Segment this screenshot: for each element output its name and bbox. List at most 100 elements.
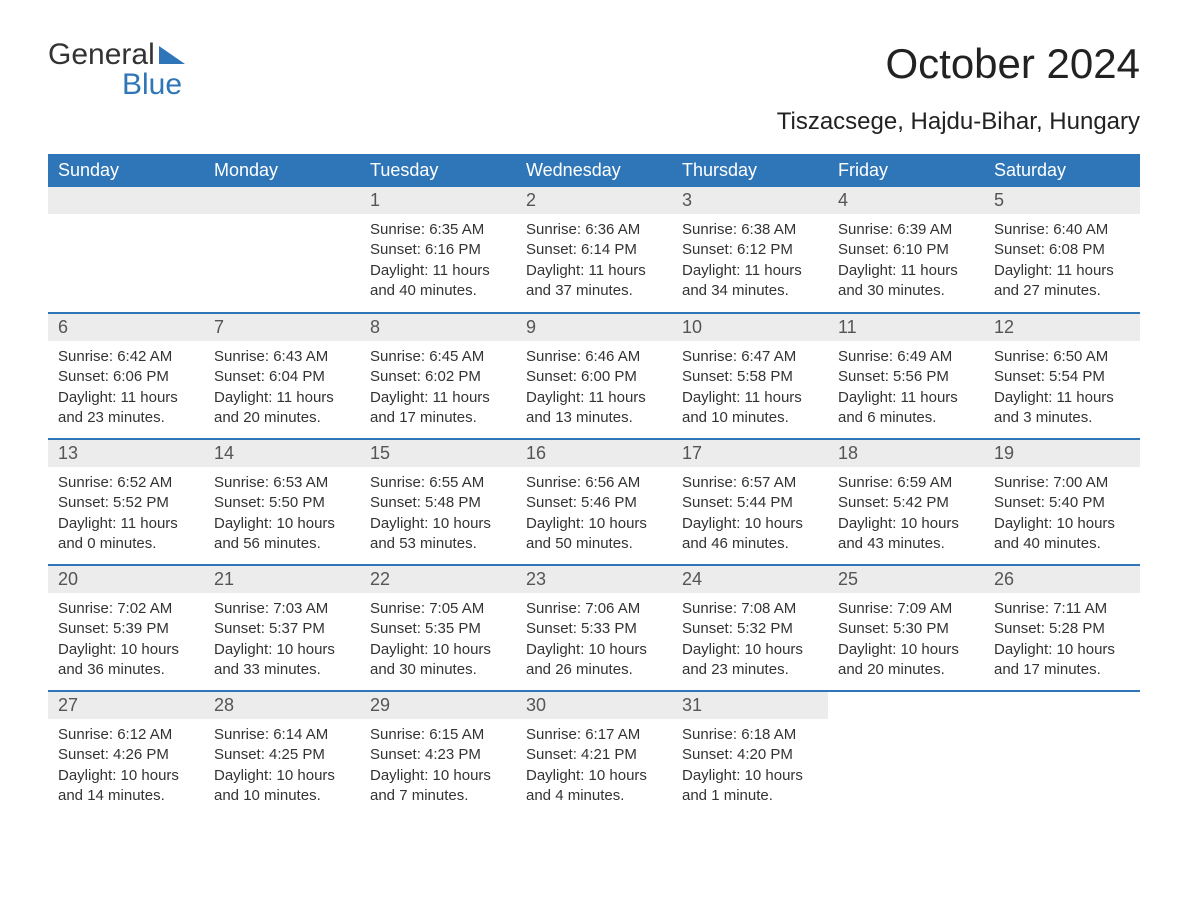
calendar-cell bbox=[828, 691, 984, 817]
sunrise-line: Sunrise: 6:39 AM bbox=[838, 220, 974, 240]
daylight-line: Daylight: 10 hours and 30 minutes. bbox=[370, 640, 506, 681]
sunset-line: Sunset: 5:56 PM bbox=[838, 367, 974, 387]
day-body: Sunrise: 7:05 AMSunset: 5:35 PMDaylight:… bbox=[360, 593, 516, 686]
daylight-line: Daylight: 10 hours and 7 minutes. bbox=[370, 766, 506, 807]
day-body: Sunrise: 6:12 AMSunset: 4:26 PMDaylight:… bbox=[48, 719, 204, 812]
calendar-cell: 28Sunrise: 6:14 AMSunset: 4:25 PMDayligh… bbox=[204, 691, 360, 817]
sunset-line: Sunset: 5:32 PM bbox=[682, 619, 818, 639]
daylight-line: Daylight: 10 hours and 53 minutes. bbox=[370, 514, 506, 555]
sunset-line: Sunset: 5:46 PM bbox=[526, 493, 662, 513]
day-number: 14 bbox=[204, 440, 360, 467]
sunrise-line: Sunrise: 6:45 AM bbox=[370, 347, 506, 367]
sunrise-line: Sunrise: 7:00 AM bbox=[994, 473, 1130, 493]
sunset-line: Sunset: 6:06 PM bbox=[58, 367, 194, 387]
sunrise-line: Sunrise: 7:03 AM bbox=[214, 599, 350, 619]
daylight-line: Daylight: 10 hours and 33 minutes. bbox=[214, 640, 350, 681]
day-number: 3 bbox=[672, 187, 828, 214]
daylight-line: Daylight: 10 hours and 43 minutes. bbox=[838, 514, 974, 555]
sunrise-line: Sunrise: 6:40 AM bbox=[994, 220, 1130, 240]
day-number: 18 bbox=[828, 440, 984, 467]
sunrise-line: Sunrise: 6:55 AM bbox=[370, 473, 506, 493]
sunset-line: Sunset: 5:35 PM bbox=[370, 619, 506, 639]
calendar-cell: 6Sunrise: 6:42 AMSunset: 6:06 PMDaylight… bbox=[48, 313, 204, 439]
sunrise-line: Sunrise: 6:43 AM bbox=[214, 347, 350, 367]
day-body: Sunrise: 6:52 AMSunset: 5:52 PMDaylight:… bbox=[48, 467, 204, 560]
day-body: Sunrise: 6:55 AMSunset: 5:48 PMDaylight:… bbox=[360, 467, 516, 560]
calendar-cell: 25Sunrise: 7:09 AMSunset: 5:30 PMDayligh… bbox=[828, 565, 984, 691]
day-body: Sunrise: 6:39 AMSunset: 6:10 PMDaylight:… bbox=[828, 214, 984, 307]
day-body: Sunrise: 6:18 AMSunset: 4:20 PMDaylight:… bbox=[672, 719, 828, 812]
sunrise-line: Sunrise: 6:15 AM bbox=[370, 725, 506, 745]
daylight-line: Daylight: 11 hours and 6 minutes. bbox=[838, 388, 974, 429]
calendar-cell: 19Sunrise: 7:00 AMSunset: 5:40 PMDayligh… bbox=[984, 439, 1140, 565]
calendar-week: 27Sunrise: 6:12 AMSunset: 4:26 PMDayligh… bbox=[48, 691, 1140, 817]
day-number: 5 bbox=[984, 187, 1140, 214]
day-body: Sunrise: 6:50 AMSunset: 5:54 PMDaylight:… bbox=[984, 341, 1140, 434]
calendar-cell: 8Sunrise: 6:45 AMSunset: 6:02 PMDaylight… bbox=[360, 313, 516, 439]
daylight-line: Daylight: 11 hours and 10 minutes. bbox=[682, 388, 818, 429]
sunrise-line: Sunrise: 7:08 AM bbox=[682, 599, 818, 619]
day-body: Sunrise: 6:59 AMSunset: 5:42 PMDaylight:… bbox=[828, 467, 984, 560]
day-number: 27 bbox=[48, 692, 204, 719]
calendar-cell: 23Sunrise: 7:06 AMSunset: 5:33 PMDayligh… bbox=[516, 565, 672, 691]
day-body: Sunrise: 6:47 AMSunset: 5:58 PMDaylight:… bbox=[672, 341, 828, 434]
sunset-line: Sunset: 6:08 PM bbox=[994, 240, 1130, 260]
day-body: Sunrise: 7:11 AMSunset: 5:28 PMDaylight:… bbox=[984, 593, 1140, 686]
calendar-cell: 12Sunrise: 6:50 AMSunset: 5:54 PMDayligh… bbox=[984, 313, 1140, 439]
sunrise-line: Sunrise: 6:47 AM bbox=[682, 347, 818, 367]
sunset-line: Sunset: 5:30 PM bbox=[838, 619, 974, 639]
day-body: Sunrise: 6:17 AMSunset: 4:21 PMDaylight:… bbox=[516, 719, 672, 812]
day-body: Sunrise: 6:15 AMSunset: 4:23 PMDaylight:… bbox=[360, 719, 516, 812]
calendar-cell: 15Sunrise: 6:55 AMSunset: 5:48 PMDayligh… bbox=[360, 439, 516, 565]
day-number: 17 bbox=[672, 440, 828, 467]
sunset-line: Sunset: 5:33 PM bbox=[526, 619, 662, 639]
day-number: 4 bbox=[828, 187, 984, 214]
day-body: Sunrise: 7:09 AMSunset: 5:30 PMDaylight:… bbox=[828, 593, 984, 686]
day-body: Sunrise: 7:06 AMSunset: 5:33 PMDaylight:… bbox=[516, 593, 672, 686]
day-number-empty bbox=[204, 187, 360, 214]
day-body: Sunrise: 6:35 AMSunset: 6:16 PMDaylight:… bbox=[360, 214, 516, 307]
day-number: 28 bbox=[204, 692, 360, 719]
day-number: 6 bbox=[48, 314, 204, 341]
calendar-week: 13Sunrise: 6:52 AMSunset: 5:52 PMDayligh… bbox=[48, 439, 1140, 565]
day-number: 24 bbox=[672, 566, 828, 593]
sunrise-line: Sunrise: 7:06 AM bbox=[526, 599, 662, 619]
day-body: Sunrise: 6:38 AMSunset: 6:12 PMDaylight:… bbox=[672, 214, 828, 307]
daylight-line: Daylight: 11 hours and 13 minutes. bbox=[526, 388, 662, 429]
sunrise-line: Sunrise: 6:46 AM bbox=[526, 347, 662, 367]
calendar-cell: 29Sunrise: 6:15 AMSunset: 4:23 PMDayligh… bbox=[360, 691, 516, 817]
day-number: 19 bbox=[984, 440, 1140, 467]
calendar-cell: 14Sunrise: 6:53 AMSunset: 5:50 PMDayligh… bbox=[204, 439, 360, 565]
sunrise-line: Sunrise: 6:53 AM bbox=[214, 473, 350, 493]
day-number: 25 bbox=[828, 566, 984, 593]
sunset-line: Sunset: 5:42 PM bbox=[838, 493, 974, 513]
day-number: 30 bbox=[516, 692, 672, 719]
calendar-cell: 30Sunrise: 6:17 AMSunset: 4:21 PMDayligh… bbox=[516, 691, 672, 817]
calendar-cell: 3Sunrise: 6:38 AMSunset: 6:12 PMDaylight… bbox=[672, 187, 828, 313]
logo-flag-icon bbox=[159, 46, 185, 64]
calendar-cell: 1Sunrise: 6:35 AMSunset: 6:16 PMDaylight… bbox=[360, 187, 516, 313]
sunrise-line: Sunrise: 6:56 AM bbox=[526, 473, 662, 493]
day-number: 11 bbox=[828, 314, 984, 341]
calendar-cell: 5Sunrise: 6:40 AMSunset: 6:08 PMDaylight… bbox=[984, 187, 1140, 313]
day-body: Sunrise: 6:56 AMSunset: 5:46 PMDaylight:… bbox=[516, 467, 672, 560]
calendar-cell: 24Sunrise: 7:08 AMSunset: 5:32 PMDayligh… bbox=[672, 565, 828, 691]
location-subtitle: Tiszacsege, Hajdu-Bihar, Hungary bbox=[48, 108, 1140, 136]
day-number: 29 bbox=[360, 692, 516, 719]
sunrise-line: Sunrise: 6:18 AM bbox=[682, 725, 818, 745]
calendar-cell: 17Sunrise: 6:57 AMSunset: 5:44 PMDayligh… bbox=[672, 439, 828, 565]
day-number: 20 bbox=[48, 566, 204, 593]
daylight-line: Daylight: 11 hours and 40 minutes. bbox=[370, 261, 506, 302]
daylight-line: Daylight: 10 hours and 36 minutes. bbox=[58, 640, 194, 681]
sunset-line: Sunset: 5:50 PM bbox=[214, 493, 350, 513]
calendar-cell: 26Sunrise: 7:11 AMSunset: 5:28 PMDayligh… bbox=[984, 565, 1140, 691]
day-body: Sunrise: 7:02 AMSunset: 5:39 PMDaylight:… bbox=[48, 593, 204, 686]
daylight-line: Daylight: 11 hours and 0 minutes. bbox=[58, 514, 194, 555]
sunset-line: Sunset: 6:04 PM bbox=[214, 367, 350, 387]
calendar-cell: 11Sunrise: 6:49 AMSunset: 5:56 PMDayligh… bbox=[828, 313, 984, 439]
sunset-line: Sunset: 6:02 PM bbox=[370, 367, 506, 387]
day-number: 13 bbox=[48, 440, 204, 467]
sunrise-line: Sunrise: 6:17 AM bbox=[526, 725, 662, 745]
calendar-week: 1Sunrise: 6:35 AMSunset: 6:16 PMDaylight… bbox=[48, 187, 1140, 313]
daylight-line: Daylight: 10 hours and 50 minutes. bbox=[526, 514, 662, 555]
